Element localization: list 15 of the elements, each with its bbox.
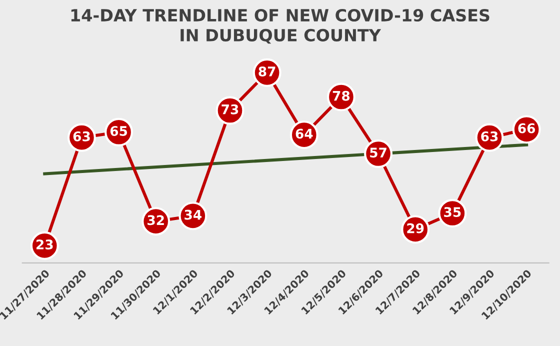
data-label: 34 bbox=[184, 210, 202, 220]
data-label: 29 bbox=[407, 223, 424, 234]
data-label: 64 bbox=[296, 128, 313, 139]
data-label: 35 bbox=[444, 207, 461, 218]
chart-title: 14-DAY TRENDLINE OF NEW COVID-19 CASES IN DUBUQUE COUNTY bbox=[71, 8, 490, 44]
data-label: 32 bbox=[148, 215, 164, 226]
data-label: 73 bbox=[222, 104, 238, 114]
data-label: 78 bbox=[332, 90, 350, 101]
data-label: 66 bbox=[518, 123, 536, 134]
data-label: 65 bbox=[110, 126, 128, 136]
data-label: 63 bbox=[481, 131, 498, 142]
data-label: 57 bbox=[370, 148, 386, 158]
data-label: 87 bbox=[258, 66, 276, 76]
data-label: 63 bbox=[73, 131, 90, 142]
data-label: 23 bbox=[36, 240, 53, 250]
